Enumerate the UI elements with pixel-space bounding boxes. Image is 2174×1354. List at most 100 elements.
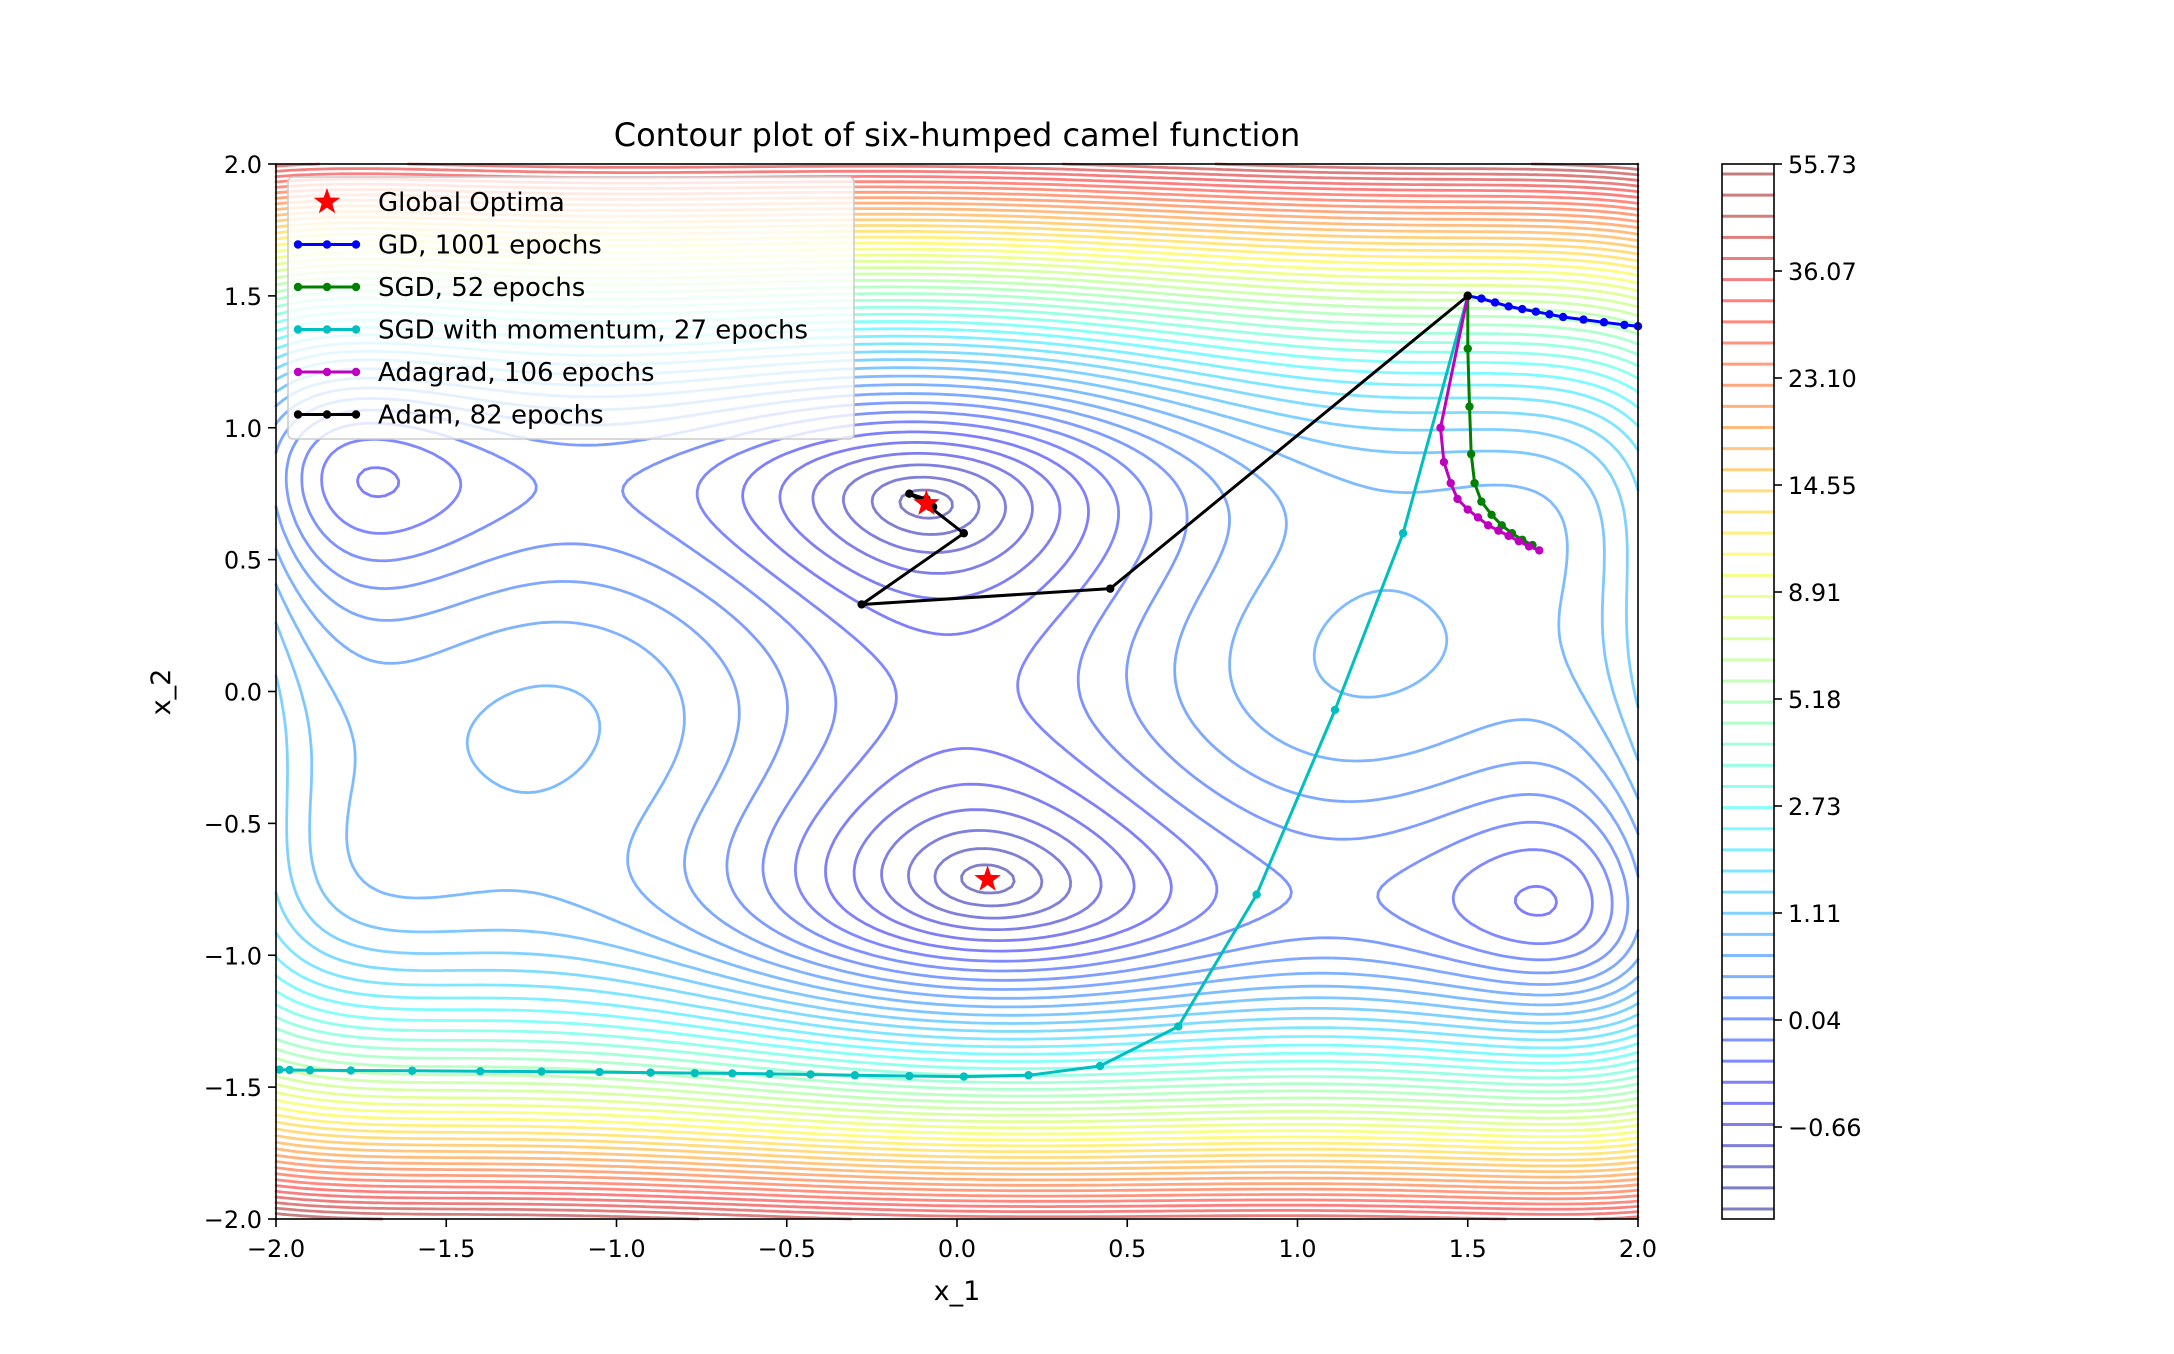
- series-point: [1252, 890, 1261, 899]
- colorbar-frame: [1721, 163, 1775, 1220]
- series-point: [1463, 505, 1472, 514]
- legend-marker: [351, 240, 361, 249]
- series-point: [1487, 510, 1496, 519]
- legend: Global Optima GD, 1001 epochs SGD, 52 epoc…: [287, 176, 855, 440]
- y-axis-ticks: −2.0 −1.5 −1.0 −0.5 0.0 0.5 1.0 1.5 2.0: [204, 151, 276, 1234]
- series-point: [806, 1070, 815, 1079]
- global-optima-markers: [913, 489, 1001, 891]
- legend-marker: [351, 282, 361, 292]
- series-point: [905, 1071, 914, 1081]
- legend-marker: [293, 325, 303, 334]
- series-point: [1490, 298, 1500, 307]
- legend-marker: [293, 282, 303, 292]
- legend-marker: [351, 367, 361, 377]
- series-point: [1524, 542, 1534, 551]
- series-3: [1436, 291, 1544, 555]
- contour-line: [320, 420, 1594, 963]
- series-point: [1463, 344, 1472, 353]
- legend-marker: [322, 325, 332, 334]
- series-point: [959, 529, 969, 538]
- legend-entry: Adagrad, 106 epochs: [293, 358, 655, 388]
- legend-label: Adagrad, 106 epochs: [378, 358, 655, 388]
- legend-marker: [322, 410, 332, 419]
- contour-line: [274, 167, 1640, 1216]
- colorbar-tick-label: −0.66: [1788, 1114, 1862, 1142]
- x-tick-label: 1.5: [1449, 1235, 1487, 1263]
- legend-entry: SGD with momentum, 27 epochs: [293, 316, 808, 346]
- x-tick-label: 2.0: [1619, 1235, 1657, 1263]
- series-point: [1466, 449, 1476, 459]
- x-tick-label: −0.5: [758, 1235, 816, 1263]
- legend-label: GD, 1001 epochs: [378, 231, 602, 261]
- legend-label: Adam, 82 epochs: [378, 401, 604, 431]
- y-tick-label: −2.0: [204, 1206, 262, 1234]
- legend-marker: [322, 367, 332, 377]
- series-point: [1477, 497, 1486, 506]
- y-tick-label: 0.5: [224, 547, 262, 575]
- y-tick-label: 2.0: [224, 151, 262, 179]
- legend-entry: Global Optima: [313, 188, 565, 218]
- series-point: [1446, 478, 1455, 488]
- contour-line: [356, 430, 1558, 953]
- contour-line: [870, 475, 1044, 908]
- series-point: [346, 1066, 356, 1075]
- global-optimum-star: [913, 489, 940, 515]
- colorbar-tick-label: 14.55: [1788, 472, 1857, 500]
- colorbar-tick-label: 0.04: [1788, 1007, 1841, 1035]
- contour-line: [274, 318, 1640, 1065]
- y-tick-label: 1.0: [224, 415, 262, 443]
- x-tick-label: −1.0: [587, 1235, 645, 1263]
- y-tick-label: −1.0: [204, 942, 262, 970]
- series-point: [1558, 312, 1568, 322]
- series-point: [537, 1067, 546, 1076]
- series-point: [1620, 320, 1629, 330]
- series-point: [1477, 294, 1486, 303]
- x-tick-label: 0.5: [1108, 1235, 1146, 1263]
- series-point: [959, 1072, 969, 1081]
- colorbar-tick-label: 2.73: [1788, 793, 1841, 821]
- legend-star-icon: [313, 188, 341, 214]
- series-point: [1504, 302, 1513, 311]
- series-point: [1436, 423, 1445, 432]
- contour-line: [898, 488, 1016, 895]
- series-point: [1463, 291, 1472, 301]
- series-point: [1518, 304, 1527, 314]
- series-point: [1174, 1022, 1183, 1031]
- series-point: [1535, 546, 1544, 555]
- y-tick-label: 0.0: [224, 679, 262, 707]
- y-tick-label: −1.5: [204, 1074, 262, 1102]
- colorbar-body: [1722, 164, 1774, 1219]
- contour-line: [778, 441, 1136, 942]
- contour-line: [274, 162, 1640, 1221]
- series-point: [1453, 494, 1462, 504]
- series-point: [646, 1068, 655, 1077]
- colorbar-tick-label: 5.18: [1788, 686, 1841, 714]
- series-point: [765, 1069, 774, 1079]
- legend-entry: GD, 1001 epochs: [293, 231, 602, 261]
- series-point: [1514, 536, 1524, 546]
- legend-marker: [322, 240, 332, 249]
- series-point: [1473, 513, 1483, 522]
- series-point: [1531, 307, 1541, 316]
- series-point: [728, 1069, 737, 1078]
- colorbar: 55.73 36.07 23.10 14.55 8.91 5.18 2.73 1.11 0.04…: [1721, 151, 1862, 1220]
- series-point: [1398, 529, 1408, 538]
- y-axis-label: x_2: [146, 669, 177, 716]
- series-point: [285, 1065, 294, 1075]
- x-axis-ticks: −2.0 −1.5 −1.0 −0.5 0.0 0.5 1.0 1.5 2.0: [247, 1219, 1657, 1263]
- series-point: [408, 1066, 417, 1075]
- colorbar-tick-label: 36.07: [1788, 258, 1857, 286]
- series-point: [850, 1071, 860, 1080]
- series-2: [275, 291, 1472, 1081]
- legend-entry: Adam, 82 epochs: [293, 401, 604, 431]
- series-point: [1095, 1061, 1105, 1071]
- x-tick-label: −2.0: [247, 1235, 305, 1263]
- colorbar-tick-label: 1.11: [1788, 900, 1841, 928]
- x-axis-label: x_1: [934, 1276, 981, 1307]
- colorbar-tick-label: 8.91: [1788, 579, 1841, 607]
- series-point: [1470, 478, 1479, 488]
- x-tick-label: 0.0: [938, 1235, 976, 1263]
- legend-marker: [322, 282, 332, 292]
- series-0: [1463, 291, 1643, 331]
